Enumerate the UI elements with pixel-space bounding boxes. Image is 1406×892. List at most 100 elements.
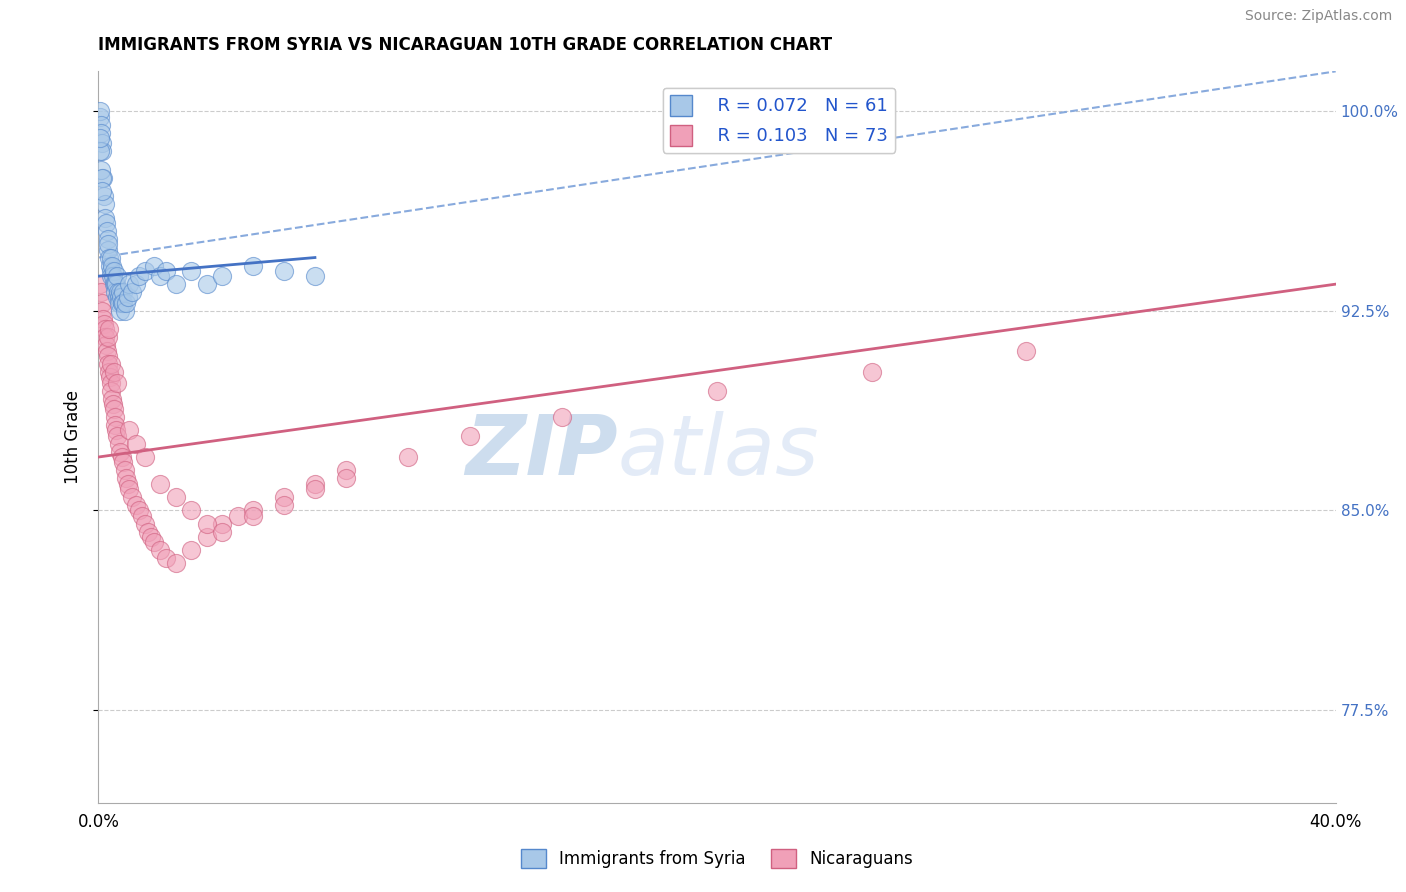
- Point: [90, 118, 112, 132]
- Point: [100, 376, 122, 390]
- Point: [90, 285, 112, 299]
- Point: [273, 490, 295, 504]
- Point: [115, 471, 138, 485]
- Point: [111, 450, 134, 464]
- Point: [155, 264, 177, 278]
- Point: [1015, 343, 1038, 358]
- Point: [180, 264, 202, 278]
- Point: [131, 508, 153, 523]
- Point: [103, 269, 125, 284]
- Point: [273, 264, 295, 278]
- Point: [104, 418, 127, 433]
- Point: [134, 264, 156, 278]
- Point: [335, 463, 357, 477]
- Point: [91, 303, 114, 318]
- Point: [91, 184, 114, 198]
- Point: [105, 376, 128, 390]
- Point: [143, 535, 166, 549]
- Point: [149, 269, 172, 284]
- Point: [107, 285, 129, 299]
- Point: [242, 259, 264, 273]
- Point: [124, 277, 146, 292]
- Point: [97, 243, 120, 257]
- Legend:   R = 0.072   N = 61,   R = 0.103   N = 73: R = 0.072 N = 61, R = 0.103 N = 73: [662, 87, 896, 153]
- Point: [100, 264, 122, 278]
- Point: [273, 498, 295, 512]
- Point: [103, 277, 125, 292]
- Point: [108, 285, 131, 299]
- Point: [97, 330, 120, 344]
- Point: [90, 126, 112, 140]
- Point: [93, 317, 115, 331]
- Point: [104, 285, 127, 299]
- Point: [100, 269, 122, 284]
- Point: [136, 524, 159, 539]
- Point: [100, 251, 122, 265]
- Point: [90, 136, 112, 151]
- Point: [115, 295, 138, 310]
- Text: Source: ZipAtlas.com: Source: ZipAtlas.com: [1244, 9, 1392, 23]
- Point: [100, 384, 122, 398]
- Point: [112, 455, 135, 469]
- Point: [89, 277, 111, 292]
- Point: [211, 269, 233, 284]
- Point: [97, 237, 120, 252]
- Point: [860, 365, 883, 379]
- Point: [396, 450, 419, 464]
- Point: [149, 476, 172, 491]
- Point: [139, 530, 162, 544]
- Point: [94, 330, 117, 344]
- Point: [117, 476, 139, 491]
- Point: [134, 450, 156, 464]
- Point: [304, 476, 326, 491]
- Point: [124, 436, 146, 450]
- Point: [94, 211, 117, 225]
- Y-axis label: 10th Grade: 10th Grade: [65, 390, 83, 484]
- Point: [98, 365, 121, 379]
- Point: [304, 269, 326, 284]
- Point: [195, 516, 218, 531]
- Point: [118, 277, 141, 292]
- Point: [706, 384, 728, 398]
- Point: [211, 524, 233, 539]
- Point: [103, 277, 125, 292]
- Point: [101, 259, 124, 273]
- Point: [226, 508, 249, 523]
- Point: [211, 516, 233, 531]
- Point: [107, 290, 129, 304]
- Point: [114, 463, 136, 477]
- Point: [121, 285, 143, 299]
- Point: [105, 290, 128, 304]
- Point: [108, 303, 131, 318]
- Point: [103, 402, 125, 417]
- Point: [134, 516, 156, 531]
- Point: [242, 508, 264, 523]
- Point: [128, 269, 150, 284]
- Point: [458, 429, 481, 443]
- Point: [112, 295, 135, 310]
- Point: [180, 543, 202, 558]
- Text: ZIP: ZIP: [465, 411, 619, 492]
- Point: [242, 503, 264, 517]
- Point: [91, 311, 114, 326]
- Point: [89, 104, 111, 119]
- Point: [105, 269, 128, 284]
- Point: [118, 424, 141, 438]
- Point: [165, 557, 187, 571]
- Point: [105, 277, 128, 292]
- Point: [90, 170, 112, 185]
- Point: [98, 370, 121, 384]
- Point: [114, 303, 136, 318]
- Point: [93, 322, 115, 336]
- Point: [149, 543, 172, 558]
- Point: [180, 503, 202, 517]
- Point: [108, 444, 131, 458]
- Point: [89, 131, 111, 145]
- Point: [128, 503, 150, 517]
- Point: [90, 162, 112, 177]
- Point: [89, 144, 111, 158]
- Point: [110, 290, 132, 304]
- Point: [101, 392, 124, 406]
- Point: [98, 259, 121, 273]
- Point: [100, 357, 122, 371]
